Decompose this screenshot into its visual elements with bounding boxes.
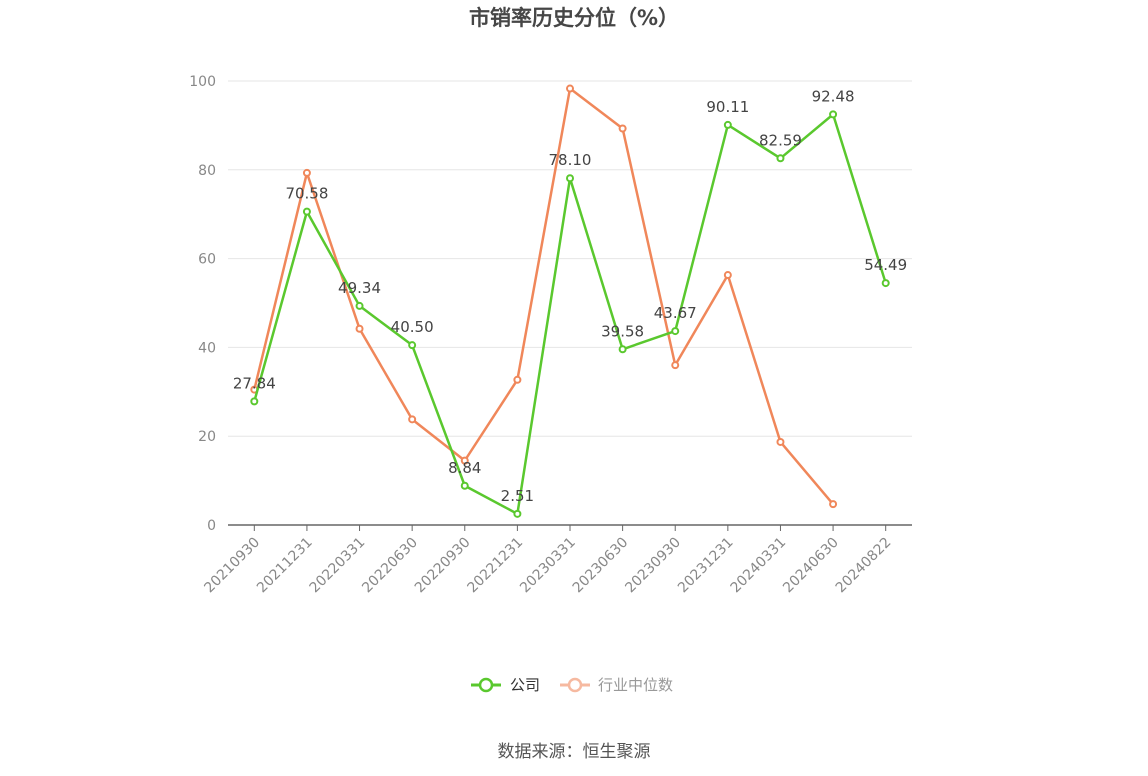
- data-label: 39.58: [601, 322, 644, 340]
- data-point[interactable]: [566, 84, 574, 93]
- data-point[interactable]: [302, 168, 311, 177]
- y-tick-label: 100: [189, 74, 216, 90]
- data-label: 8.84: [448, 459, 481, 477]
- data-label: 27.84: [233, 374, 276, 392]
- data-point[interactable]: [250, 397, 259, 406]
- data-label: 43.67: [654, 304, 697, 322]
- x-tick-label: 20230930: [622, 535, 684, 597]
- data-point[interactable]: [776, 437, 785, 446]
- data-point[interactable]: [460, 456, 469, 465]
- data-labels: 27.84 70.58 49.34 40.50 8.84 2.51 78.10 39.58 43…: [233, 87, 907, 504]
- data-point[interactable]: [408, 415, 417, 424]
- x-tick-label: 20240331: [728, 535, 790, 597]
- x-axis: 2021093020211231202203312022063020220930…: [201, 524, 912, 597]
- data-point[interactable]: [460, 481, 469, 490]
- data-point[interactable]: [829, 110, 838, 119]
- data-point[interactable]: [723, 271, 732, 280]
- legend-marker-industry: [567, 677, 583, 693]
- chart-title: 市销率历史分位（%）: [469, 6, 679, 30]
- x-tick-label: 20220331: [307, 535, 369, 597]
- x-tick-label: 20231231: [675, 535, 737, 597]
- data-point[interactable]: [671, 327, 680, 336]
- legend-item-industry[interactable]: 行业中位数: [560, 676, 673, 694]
- x-tick-label: 20230630: [570, 535, 632, 597]
- data-point[interactable]: [566, 174, 574, 183]
- x-tick-label: 20211231: [254, 535, 316, 597]
- data-point[interactable]: [355, 324, 364, 333]
- y-tick-label: 20: [198, 429, 216, 445]
- grid: [228, 80, 912, 437]
- data-label: 78.10: [549, 151, 592, 169]
- legend[interactable]: 公司 行业中位数: [471, 676, 673, 694]
- series-group: [250, 84, 890, 518]
- data-point[interactable]: [302, 207, 311, 216]
- data-point[interactable]: [776, 154, 785, 163]
- y-tick-label: 60: [198, 252, 216, 268]
- data-label: 82.59: [759, 131, 802, 149]
- x-tick-label: 20210930: [201, 535, 263, 597]
- x-tick-label: 20221231: [465, 535, 527, 597]
- y-tick-label: 40: [198, 340, 216, 356]
- x-tick-label: 20220630: [359, 535, 421, 597]
- data-label: 54.49: [864, 256, 907, 274]
- x-tick-label: 20240630: [780, 535, 842, 597]
- legend-marker-company: [478, 677, 494, 693]
- x-tick-label: 20230331: [517, 535, 579, 597]
- legend-item-company[interactable]: 公司: [471, 676, 540, 694]
- data-label: 92.48: [812, 87, 855, 105]
- x-tick-label: 20220930: [412, 535, 474, 597]
- y-axis-ticks: 0 20 40 60 80 100: [189, 74, 216, 534]
- y-tick-label: 0: [207, 518, 216, 534]
- series-line-1: [253, 87, 835, 505]
- data-point[interactable]: [881, 279, 890, 288]
- data-point[interactable]: [408, 341, 417, 350]
- data-label: 2.51: [501, 487, 534, 505]
- legend-label-company: 公司: [510, 676, 540, 694]
- data-point[interactable]: [355, 301, 364, 310]
- data-label: 49.34: [338, 279, 381, 297]
- source-note: 数据来源：恒生聚源: [498, 742, 651, 762]
- legend-label-industry: 行业中位数: [598, 676, 673, 694]
- data-point[interactable]: [618, 124, 627, 133]
- data-point[interactable]: [513, 375, 522, 384]
- data-label: 40.50: [391, 318, 434, 336]
- x-tick-label: 20240822: [833, 535, 895, 597]
- data-point[interactable]: [618, 345, 627, 354]
- data-point[interactable]: [671, 361, 680, 370]
- data-label: 90.11: [706, 98, 749, 116]
- data-label: 70.58: [285, 185, 328, 203]
- data-point[interactable]: [829, 500, 838, 509]
- data-point[interactable]: [723, 120, 732, 129]
- y-tick-label: 80: [198, 163, 216, 179]
- data-point[interactable]: [513, 509, 522, 518]
